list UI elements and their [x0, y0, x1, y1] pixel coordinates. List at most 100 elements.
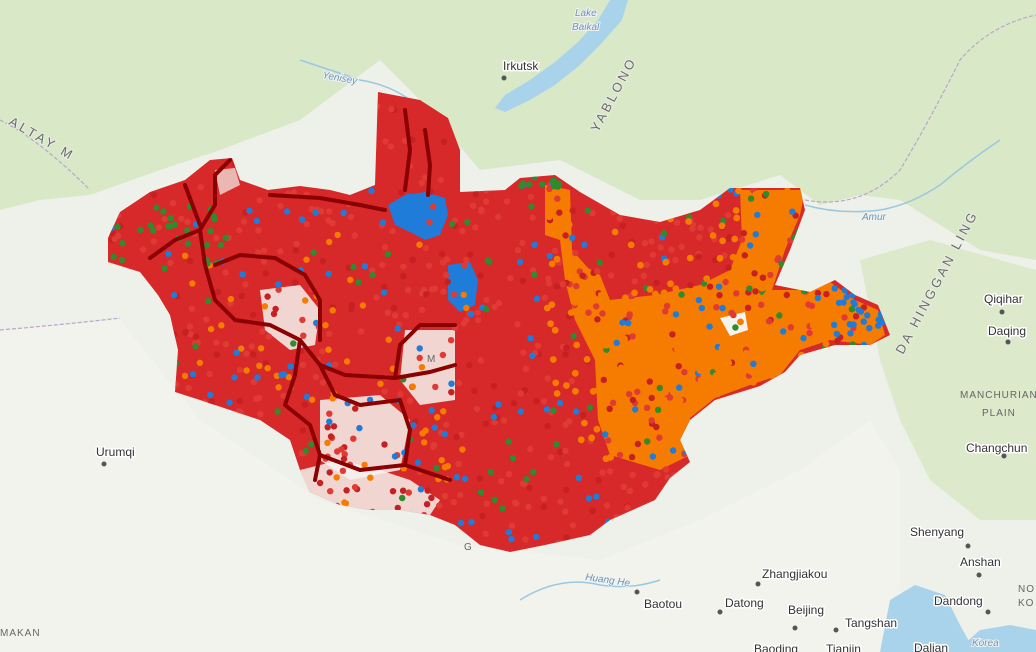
map-point	[752, 288, 759, 295]
city-label[interactable]: Dalian	[913, 640, 950, 652]
map-point	[476, 475, 483, 482]
map-point	[181, 372, 189, 380]
city-label[interactable]: Tianjin	[825, 641, 863, 652]
map-point	[181, 252, 189, 259]
map-point	[431, 285, 439, 292]
map-point	[725, 264, 732, 271]
map-point	[468, 310, 475, 318]
map-point	[527, 335, 534, 342]
map-point	[771, 307, 779, 315]
map-point	[389, 488, 397, 495]
map-point	[661, 388, 669, 396]
map-point	[343, 358, 351, 365]
map-point	[505, 438, 512, 445]
map-point	[491, 303, 498, 311]
map-point	[192, 342, 199, 350]
map-point	[513, 500, 520, 507]
map-point	[463, 256, 470, 264]
city-label[interactable]: Qiqihar	[983, 291, 1025, 308]
map-point	[482, 530, 489, 537]
map-point	[361, 461, 368, 469]
city-label[interactable]: Zhangjiakou	[761, 566, 829, 583]
map-point	[716, 254, 724, 262]
map-point	[340, 455, 348, 463]
map-point	[609, 412, 617, 420]
map-point	[400, 273, 407, 280]
map-point	[290, 340, 297, 347]
map-point	[444, 278, 451, 285]
map-point	[319, 258, 327, 265]
map-point	[629, 299, 637, 306]
city-label[interactable]: Beijing	[787, 602, 826, 619]
city-label[interactable]: Anshan	[959, 554, 1003, 571]
map-point	[339, 467, 347, 474]
map-point	[487, 468, 495, 476]
map-point	[599, 310, 606, 317]
map-point	[733, 214, 741, 222]
map-point	[608, 251, 615, 258]
city-label[interactable]: Urumqi	[95, 444, 137, 461]
map-point	[594, 268, 601, 275]
sea-label: Korea	[972, 638, 999, 649]
map-point	[382, 138, 389, 145]
map-point	[384, 309, 391, 316]
map-point	[474, 316, 482, 324]
map-point	[621, 335, 628, 343]
map-point	[563, 382, 570, 389]
city-label[interactable]: Baotou	[643, 596, 684, 613]
map-point	[742, 349, 750, 357]
map-point	[490, 382, 498, 390]
plain-label: MAKAN	[0, 628, 41, 639]
map-point	[196, 359, 204, 366]
map-point	[170, 199, 177, 207]
map-point	[627, 241, 635, 249]
city-label[interactable]: Dandong	[933, 593, 985, 610]
city-label[interactable]: Daqing	[987, 323, 1028, 340]
city-label[interactable]: Irkutsk	[502, 58, 541, 75]
border-line-east	[804, 14, 1036, 203]
city-label[interactable]: Changchun	[965, 440, 1029, 457]
map-point	[734, 299, 742, 307]
map-point	[596, 259, 603, 266]
map-point	[744, 304, 752, 311]
map-point	[664, 474, 671, 481]
map-point	[388, 105, 395, 113]
map-point	[440, 138, 448, 145]
map-point	[431, 424, 438, 431]
map-point	[758, 284, 766, 292]
road-segment	[393, 323, 457, 380]
map-point	[787, 324, 794, 331]
map-point	[543, 406, 551, 413]
map-point	[809, 321, 817, 329]
map-point	[715, 283, 723, 290]
map-point	[519, 239, 526, 247]
plain-label: KO	[1018, 598, 1034, 609]
map-point	[348, 302, 355, 309]
city-label[interactable]: Datong	[724, 595, 766, 612]
map-point	[213, 351, 220, 358]
map-point	[350, 435, 357, 442]
map-point	[563, 534, 570, 541]
map-point	[310, 249, 317, 256]
map-point	[373, 294, 380, 301]
map-point	[303, 393, 310, 400]
map-point	[755, 318, 762, 325]
map-point	[137, 226, 144, 234]
map-point	[634, 425, 642, 433]
map-point	[572, 408, 580, 415]
city-label[interactable]: Shenyang	[909, 524, 966, 541]
map-point	[526, 484, 533, 492]
map-point	[430, 442, 438, 449]
map-point	[299, 361, 307, 369]
map-point	[508, 536, 515, 543]
city-label[interactable]: Tangshan	[844, 615, 899, 632]
city-label[interactable]: Baoding	[753, 641, 800, 652]
map-point	[236, 226, 243, 234]
map-point	[410, 422, 417, 429]
map-point	[155, 224, 162, 231]
map-point	[262, 360, 270, 367]
map-point	[596, 393, 604, 401]
map-point	[852, 313, 860, 320]
